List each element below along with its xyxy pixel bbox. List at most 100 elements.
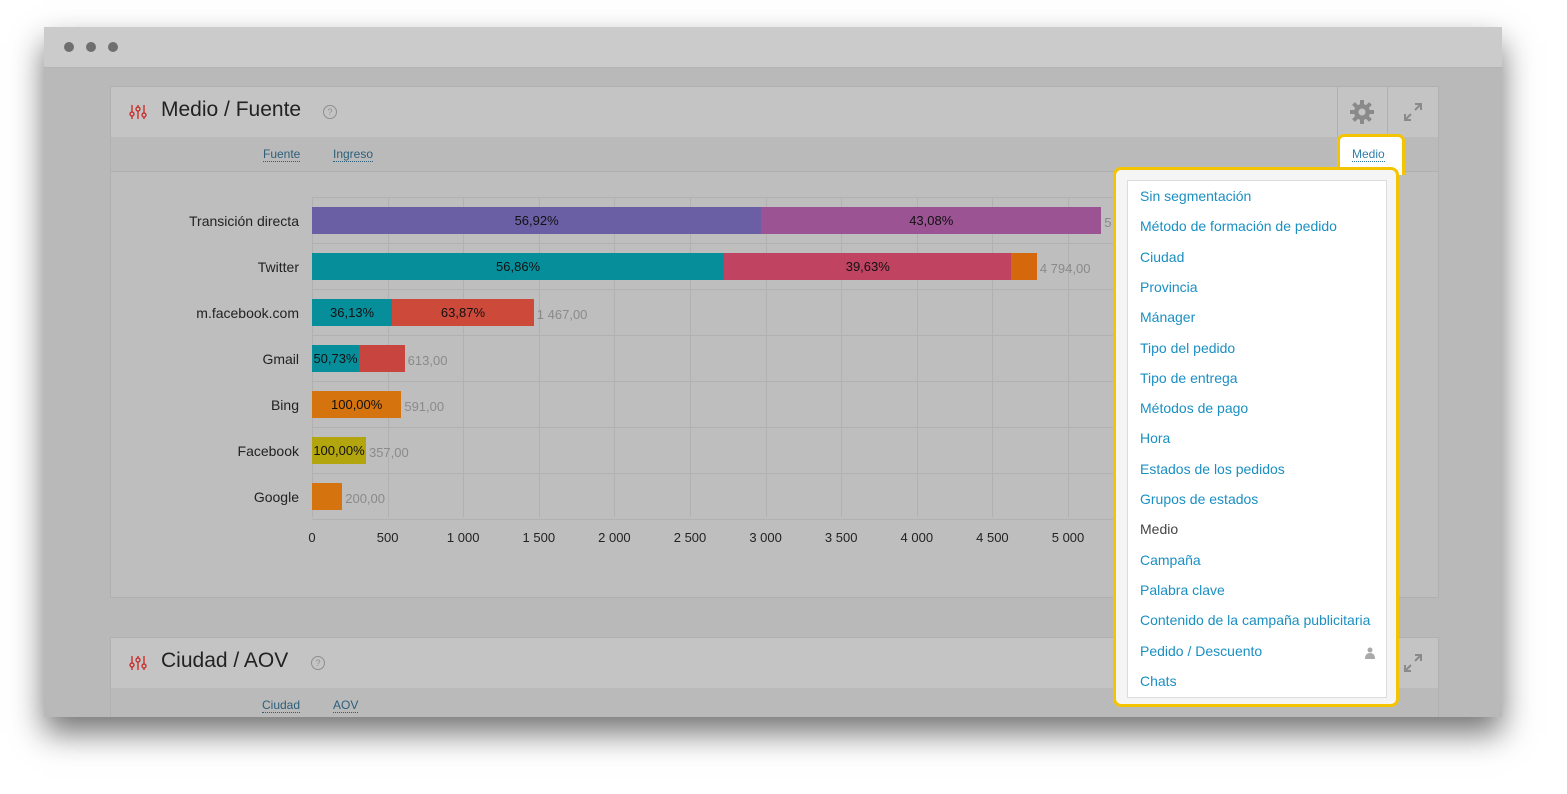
grid-line (312, 197, 1117, 198)
tab-aov[interactable]: AOV (333, 698, 359, 713)
menu-item[interactable]: Métodos de pago (1140, 400, 1249, 417)
filter-sliders-icon (129, 656, 147, 670)
menu-item[interactable]: Mánager (1140, 309, 1196, 326)
grid-line (992, 197, 994, 517)
grid-line (614, 197, 616, 517)
window-dot-icon[interactable] (108, 42, 118, 52)
menu-item[interactable]: Provincia (1140, 278, 1198, 295)
segment-percent-label: 56,92% (514, 213, 559, 228)
segment-percent-label: 39,63% (845, 259, 890, 274)
x-tick-label: 4 000 (900, 530, 934, 545)
x-tick-label: 1 000 (446, 530, 480, 545)
bar-segment[interactable]: 56,92% (312, 207, 762, 234)
help-icon[interactable]: ? (323, 105, 337, 119)
x-tick-label: 2 500 (673, 530, 707, 545)
grid-line (916, 197, 918, 517)
x-tick-label: 2 000 (598, 530, 631, 545)
x-tick-label: 0 (308, 530, 316, 545)
grid-line (312, 473, 1117, 474)
x-tick-label: 5 000 (1051, 530, 1085, 545)
category-label: m.facebook.com (196, 305, 299, 321)
category-label: Google (253, 489, 299, 505)
x-tick-label: 4 500 (976, 530, 1009, 545)
segment-percent-label: 63,87% (440, 305, 485, 320)
bar-total-label: 4 794,00 (1039, 261, 1091, 276)
widget-header: Medio / Fuente ? (111, 87, 1438, 138)
segment-percent-label: 36,13% (330, 305, 375, 320)
menu-item[interactable]: Hora (1140, 430, 1171, 447)
tab-medio[interactable]: Medio (1352, 147, 1385, 162)
menu-item[interactable]: Grupos de estados (1140, 491, 1259, 507)
tab-fuente[interactable]: Fuente (263, 147, 301, 162)
menu-item[interactable]: Contenido de la campaña publicitaria (1140, 612, 1371, 629)
grid-line (312, 335, 1117, 336)
menu-item[interactable]: Medio (1140, 521, 1179, 538)
bar-segment[interactable]: 50,73% (312, 345, 360, 372)
bar-segment[interactable]: 63,87% (392, 299, 534, 326)
expand-button[interactable] (1387, 87, 1438, 137)
x-tick-label: 3 500 (824, 530, 858, 545)
grid-line (690, 197, 691, 517)
category-label: Facebook (237, 443, 299, 459)
grid-line (312, 381, 1117, 382)
menu-item[interactable]: Método de formación de pedido (1140, 218, 1337, 235)
settings-button[interactable] (1337, 87, 1386, 137)
tab-ingreso[interactable]: Ingreso (333, 147, 374, 162)
grid-line (312, 243, 1117, 244)
grid-line (312, 289, 1117, 290)
bar-total-label: 357,00 (368, 445, 409, 460)
grid-line (312, 427, 1117, 428)
bar-segment[interactable]: 100,00% (312, 437, 366, 464)
segment-percent-label: 56,86% (496, 259, 541, 274)
bar-segment[interactable]: 39,63% (724, 253, 1012, 280)
widget-subtabs: Fuente Ingreso (111, 137, 1438, 172)
user-icon (1365, 646, 1375, 659)
grid-line (1068, 197, 1069, 517)
gear-icon (1350, 100, 1374, 124)
window-dot-icon[interactable] (86, 42, 96, 52)
menu-item[interactable]: Sin segmentación (1140, 188, 1252, 204)
widget-title: Ciudad / AOV (161, 649, 289, 672)
widget-title: Medio / Fuente (161, 98, 302, 121)
bar-total-label: 1 467,00 (536, 307, 588, 322)
menu-item[interactable]: Chats (1140, 672, 1177, 689)
menu-item[interactable]: Tipo de entrega (1140, 369, 1238, 386)
tab-ciudad[interactable]: Ciudad (262, 698, 301, 713)
window-dot-icon[interactable] (64, 42, 74, 52)
segment-percent-label: 43,08% (909, 213, 954, 228)
menu-item[interactable]: Pedido / Descuento (1140, 642, 1263, 659)
bar-segment[interactable] (1011, 253, 1037, 280)
bar-segment[interactable]: 56,86% (312, 253, 725, 280)
menu-item[interactable]: Palabra clave (1140, 581, 1225, 598)
grid-line (538, 197, 540, 517)
grid-line (312, 519, 1117, 520)
grid-line (841, 197, 843, 517)
menu-item[interactable]: Estados de los pedidos (1140, 460, 1285, 477)
x-tick-label: 500 (376, 530, 399, 545)
category-label: Bing (270, 397, 299, 413)
segment-percent-label: 50,73% (313, 351, 358, 366)
grid-line (463, 197, 465, 517)
bar-total-label: 591,00 (404, 399, 445, 414)
bar-total-label: 613,00 (407, 353, 448, 368)
expand-icon (1404, 654, 1422, 672)
bar-segment[interactable]: 43,08% (761, 207, 1102, 234)
category-label: Transición directa (189, 213, 299, 229)
menu-item[interactable]: Campaña (1140, 551, 1201, 568)
category-label: Gmail (262, 351, 299, 367)
bar-segment[interactable]: 100,00% (312, 391, 402, 418)
segment-percent-label: 100,00% (331, 397, 383, 412)
expand-icon (1404, 103, 1422, 121)
bar-segment[interactable] (359, 345, 405, 372)
filter-sliders-icon (129, 105, 147, 119)
segment-percent-label: 100,00% (313, 443, 365, 458)
grid-line (765, 197, 767, 517)
segmentation-dropdown: Sin segmentación Método de formación de p… (1127, 180, 1387, 698)
menu-item[interactable]: Tipo del pedido (1140, 339, 1236, 356)
menu-item[interactable]: Ciudad (1140, 248, 1185, 265)
x-tick-label: 1 500 (522, 530, 556, 545)
window-titlebar (44, 27, 1502, 68)
bar-segment[interactable]: 36,13% (312, 299, 393, 326)
bar-segment[interactable] (312, 483, 343, 510)
help-icon[interactable]: ? (311, 656, 325, 670)
